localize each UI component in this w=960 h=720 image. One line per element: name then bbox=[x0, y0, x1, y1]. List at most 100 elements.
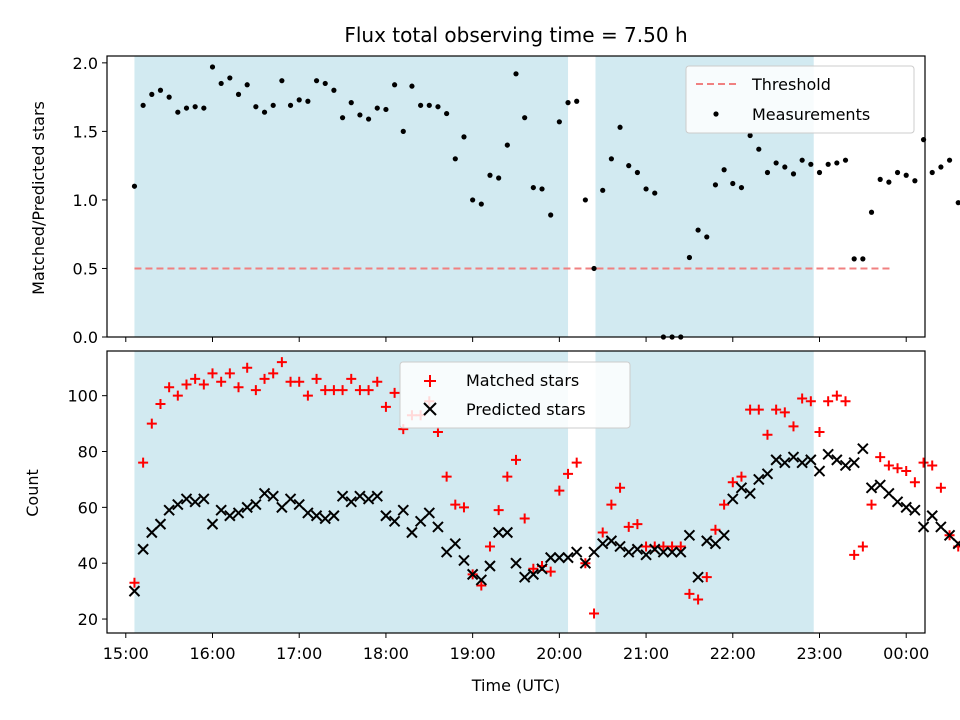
measurement-point bbox=[955, 200, 960, 206]
matched-star-marker bbox=[268, 368, 279, 379]
matched-star-marker bbox=[242, 362, 253, 373]
predicted-star-marker bbox=[440, 546, 453, 558]
measurement-point bbox=[825, 161, 831, 167]
measurement-point bbox=[218, 80, 224, 87]
predicted-star-marker bbox=[779, 456, 791, 469]
predicted-star-marker bbox=[770, 454, 782, 466]
measurement-point bbox=[140, 102, 146, 108]
measurement-point bbox=[738, 184, 745, 191]
predicted-star-marker bbox=[189, 496, 201, 508]
predicted-star-marker bbox=[267, 490, 279, 502]
matched-star-marker bbox=[207, 368, 218, 379]
matched-star-marker bbox=[883, 460, 894, 471]
measurement-point bbox=[279, 78, 285, 84]
predicted-star-marker bbox=[640, 549, 652, 561]
measurement-point bbox=[522, 115, 528, 121]
matched-star-marker bbox=[875, 452, 886, 463]
measurement-point bbox=[201, 105, 207, 111]
bottom-legend: Matched stars Predicted stars bbox=[399, 361, 631, 429]
bottom-y-tick-label: 40 bbox=[78, 554, 98, 573]
measurement-point bbox=[764, 169, 771, 176]
measurement-point bbox=[712, 182, 719, 188]
predicted-star-marker bbox=[536, 563, 548, 575]
matched-star-marker bbox=[389, 387, 400, 398]
predicted-star-marker bbox=[605, 535, 618, 547]
predicted-star-marker bbox=[649, 543, 661, 555]
measurement-point bbox=[686, 254, 693, 261]
bottom-axes-frame bbox=[106, 350, 926, 634]
predicted-star-marker bbox=[735, 482, 748, 494]
matched-star-marker bbox=[684, 588, 695, 599]
matched-star-marker bbox=[918, 457, 929, 468]
matched-star-marker bbox=[346, 373, 357, 384]
measurement-point bbox=[270, 102, 276, 108]
measurement-point bbox=[287, 102, 294, 108]
measurement-point bbox=[860, 256, 866, 262]
measurement-point bbox=[131, 183, 138, 189]
bottom-y-tick-label: 80 bbox=[78, 443, 98, 462]
matched-star-marker bbox=[866, 499, 877, 510]
measurement-point bbox=[721, 167, 727, 173]
matched-star-marker bbox=[623, 521, 634, 532]
top-legend-box bbox=[685, 65, 915, 134]
matched-star-marker bbox=[311, 373, 322, 384]
predicted-star-marker bbox=[371, 490, 383, 502]
matched-star-marker bbox=[458, 502, 469, 513]
predicted-star-marker bbox=[492, 526, 505, 539]
matched-star-marker bbox=[762, 429, 773, 440]
measurement-point bbox=[504, 142, 510, 148]
measurement-point bbox=[886, 179, 892, 185]
predicted-star-marker bbox=[319, 512, 331, 525]
predicted-star-marker bbox=[172, 498, 184, 511]
measurement-point bbox=[548, 212, 554, 218]
bottom-panel: 20 40 60 80 100 15:00 16:00 17:00 18:00 19:00 20:… bbox=[23, 350, 960, 695]
measurement-point bbox=[608, 156, 614, 162]
predicted-star-marker bbox=[475, 574, 488, 586]
predicted-star-marker bbox=[805, 454, 817, 466]
measurement-point bbox=[357, 112, 363, 118]
measurement-point bbox=[348, 100, 354, 106]
matched-star-marker bbox=[502, 471, 513, 482]
predicted-star-marker bbox=[380, 510, 392, 522]
measurement-point bbox=[868, 209, 875, 215]
measurement-point bbox=[946, 157, 953, 163]
matched-star-marker bbox=[736, 471, 747, 482]
predicted-star-marker bbox=[328, 510, 340, 522]
matched-star-marker bbox=[450, 499, 461, 510]
matched-star-marker bbox=[545, 566, 556, 577]
predicted-star-marker bbox=[310, 510, 323, 522]
top-y-ticks: 0.0 0.5 1.0 1.5 2.0 bbox=[73, 54, 107, 347]
measurement-point bbox=[175, 109, 181, 115]
bottom-x-tick-label: 15:00 bbox=[103, 644, 149, 663]
measurement-point bbox=[773, 160, 779, 166]
measurement-point bbox=[513, 71, 519, 77]
matched-star-marker bbox=[589, 608, 600, 619]
top-measurement-points bbox=[131, 64, 960, 340]
matched-star-marker bbox=[519, 513, 530, 524]
measurement-point bbox=[782, 164, 788, 170]
bottom-x-tick-label: 21:00 bbox=[623, 644, 669, 663]
predicted-star-marker bbox=[241, 501, 253, 514]
matched-star-marker bbox=[155, 399, 166, 410]
measurement-point bbox=[912, 178, 918, 184]
predicted-star-marker bbox=[293, 498, 305, 511]
bottom-y-tick-label: 100 bbox=[67, 387, 98, 406]
matched-star-marker bbox=[727, 477, 738, 488]
matched-star-marker bbox=[484, 541, 495, 552]
matched-star-marker bbox=[302, 390, 313, 401]
measurement-point bbox=[418, 102, 424, 108]
matched-star-marker bbox=[328, 385, 339, 396]
measurement-point bbox=[903, 172, 909, 178]
matched-star-marker bbox=[641, 541, 652, 552]
predicted-star-marker bbox=[935, 521, 947, 533]
predicted-star-marker bbox=[787, 451, 800, 463]
measurement-point bbox=[730, 180, 736, 187]
top-y-tick-label: 1.5 bbox=[73, 122, 98, 141]
measurement-point bbox=[877, 176, 883, 182]
measurement-point bbox=[574, 98, 580, 104]
predicted-star-marker bbox=[796, 456, 808, 469]
top-y-axis-label: Matched/Predicted stars bbox=[29, 101, 48, 295]
matched-star-marker bbox=[259, 373, 270, 384]
matched-star-marker bbox=[658, 541, 669, 552]
predicted-star-marker bbox=[891, 496, 904, 508]
